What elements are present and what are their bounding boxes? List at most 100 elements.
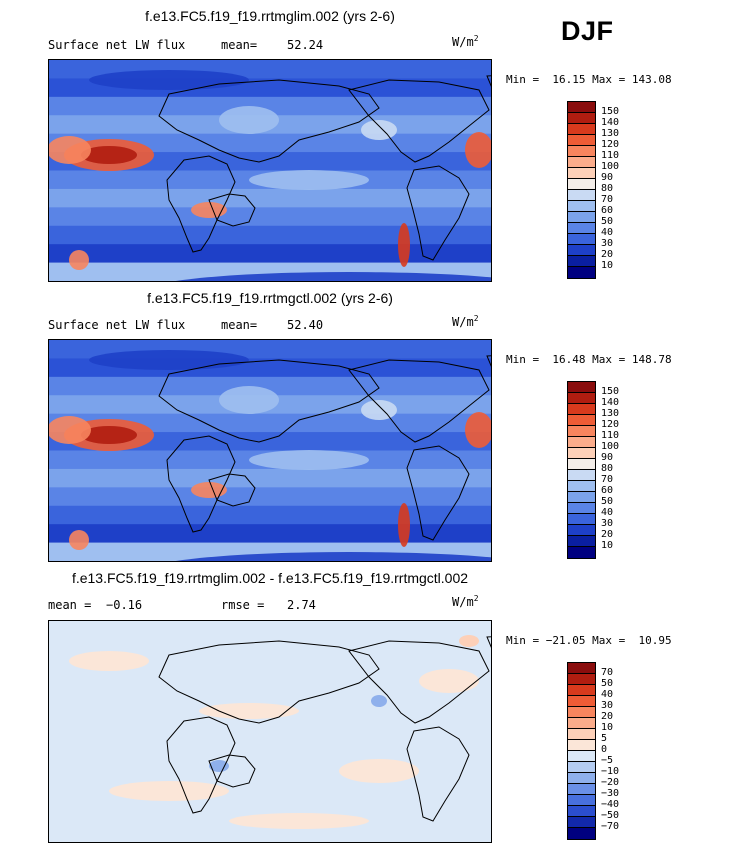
colorbar-segment (568, 382, 595, 393)
field-blob (47, 136, 91, 164)
field-band (49, 468, 491, 489)
colorbar-segment (568, 663, 595, 674)
field-blob (339, 759, 419, 783)
colorbar-segment (568, 124, 595, 135)
colorbar-tick-label: 90 (601, 172, 614, 183)
colorbar-tick-label: 10 (601, 540, 614, 551)
colorbar-tick-label: −10 (601, 766, 620, 777)
field-blob (398, 503, 410, 547)
colorbar-segment (568, 168, 595, 179)
colorbar-segment (568, 437, 595, 448)
colorbar-segment (568, 547, 595, 558)
coastline (158, 359, 380, 443)
field-blob (81, 146, 137, 164)
colorbar-tick-label: 20 (601, 249, 614, 260)
coastline (166, 716, 236, 814)
colorbar-segment (568, 828, 595, 839)
colorbar-tick-label: 50 (601, 496, 614, 507)
map-field (49, 621, 530, 842)
colorbar-segment (568, 806, 595, 817)
colorbar-segment (568, 751, 595, 762)
field-blob (47, 416, 91, 444)
map-plot (48, 620, 530, 843)
field-blob (109, 781, 229, 801)
colorbar-tick-label: 110 (601, 430, 620, 441)
map-field (47, 340, 549, 588)
colorbar-tick-label: 5 (601, 733, 608, 744)
coastline (166, 435, 236, 533)
coastline (406, 445, 470, 541)
coastline (406, 726, 470, 822)
field-blob (69, 250, 89, 270)
field-band (49, 188, 491, 209)
rmse-value: 2.74 (287, 598, 316, 612)
coastline (166, 155, 236, 253)
colorbar-tick-label: 100 (601, 161, 620, 172)
field-blob (199, 703, 299, 719)
colorbar-tick-label: 140 (601, 397, 620, 408)
coastline (158, 640, 380, 724)
rmse-label: rmse = (221, 598, 265, 612)
colorbar-tick-label: 80 (601, 463, 614, 474)
mean-label: mean = (48, 598, 92, 612)
colorbar-tick-label: 120 (601, 139, 620, 150)
colorbar-segment (568, 536, 595, 547)
field-band (49, 207, 491, 227)
colorbar-segment (568, 267, 595, 278)
colorbar-tick-label: −70 (601, 821, 620, 832)
field-band (49, 244, 491, 264)
colorbar-tick-label: 40 (601, 227, 614, 238)
colorbar-segment (568, 393, 595, 404)
colorbar-segment (568, 674, 595, 685)
colorbar-tick-label: 140 (601, 117, 620, 128)
colorbar-segment (568, 740, 595, 751)
colorbar-segment (568, 223, 595, 234)
colorbar-tick-label: 150 (601, 386, 620, 397)
colorbar-segment (568, 157, 595, 168)
field-band (49, 524, 491, 544)
units-label: W/m2 (452, 34, 479, 49)
colorbar-box (567, 662, 596, 840)
field-band (49, 225, 491, 246)
colorbar-segment (568, 404, 595, 415)
colorbar-segment (568, 190, 595, 201)
colorbar-segment (568, 817, 595, 828)
field-blob (209, 760, 229, 772)
colorbar-tick-label: 60 (601, 485, 614, 496)
field-blob (371, 695, 387, 707)
colorbar-segment (568, 256, 595, 267)
field-blob (89, 350, 249, 370)
colorbar-tick-label: 40 (601, 689, 614, 700)
colorbar-tick-label: 40 (601, 507, 614, 518)
variable-label: Surface net LW flux (48, 318, 186, 332)
field-band (49, 96, 491, 117)
map-plot (47, 339, 549, 588)
field-blob (465, 412, 493, 448)
field-blob (219, 106, 279, 134)
field-blob (89, 70, 249, 90)
min-max-label: Min = −21.05 Max = 10.95 (506, 634, 672, 647)
mean-label: mean= (221, 38, 258, 52)
field-blob (419, 669, 479, 693)
field-band (49, 432, 491, 452)
colorbar-tick-label: 110 (601, 150, 620, 161)
colorbar-box (567, 381, 596, 559)
colorbar-tick-label: 50 (601, 678, 614, 689)
colorbar-tick-label: −40 (601, 799, 620, 810)
colorbar-segment (568, 470, 595, 481)
field-blob (249, 170, 369, 190)
colorbar-segment (568, 795, 595, 806)
colorbar-segment (568, 685, 595, 696)
colorbar-segment (568, 113, 595, 124)
colorbar-segment (568, 503, 595, 514)
mean-value: 52.24 (287, 38, 324, 52)
colorbar-tick-label: 100 (601, 441, 620, 452)
colorbar-segment (568, 448, 595, 459)
min-max-label: Min = 16.48 Max = 148.78 (506, 353, 672, 366)
field-blob (191, 202, 227, 218)
panel-1: f.e13.FC5.f19_f19.rrtmglim.002 (yrs 2-6)… (0, 0, 733, 308)
field-blob (69, 530, 89, 550)
colorbar-segment (568, 773, 595, 784)
colorbar-segment (568, 525, 595, 536)
colorbar-segment (568, 426, 595, 437)
